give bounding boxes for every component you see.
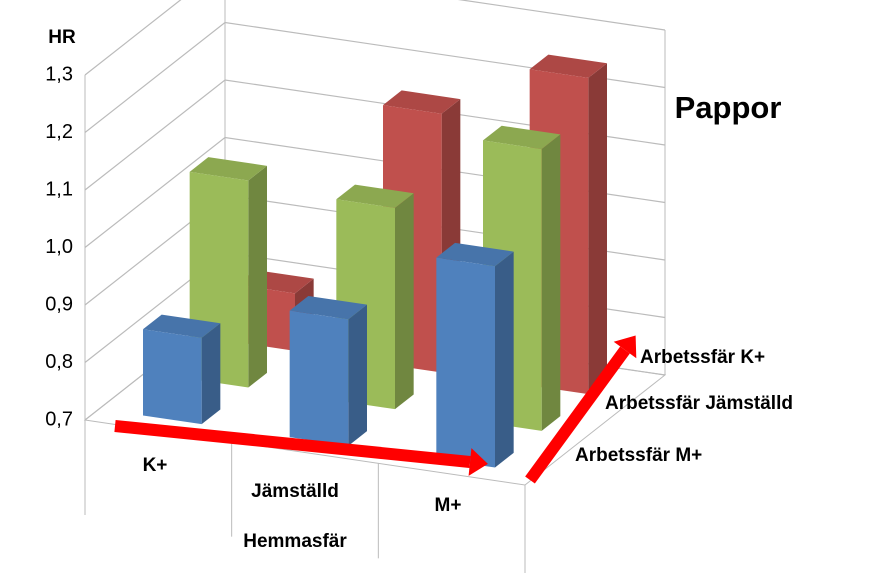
bar-side [248,165,267,388]
arrow-line [114,420,471,468]
bar-top [483,125,561,150]
grid-line [84,0,666,76]
chart-title: Pappor [675,90,782,125]
bar [289,296,367,446]
x-tick-label: Jämställd [251,481,339,502]
bar-front [289,310,349,446]
depth-label: Arbetssfär K+ [640,347,765,368]
x-tick-label: M+ [435,495,462,516]
bar-top [289,296,367,320]
arrow-line [525,346,630,484]
bar-side [201,323,221,425]
arrow-head [613,335,637,359]
x-tick-label: K+ [143,455,168,476]
y-tick-label: 1,2 [45,121,73,143]
depth-label: Arbetssfär Jämställd [605,393,793,414]
bar [436,242,514,468]
depth-label: Arbetssfär M+ [575,445,702,466]
bar-side [348,304,367,446]
bar-top [143,314,221,338]
bar-side [395,193,414,410]
y-tick-label: 0,9 [45,293,73,315]
bar-top [436,242,514,267]
bar-side [495,251,514,468]
bar [143,314,221,425]
bar-top [529,54,607,78]
y-tick-label: 0,8 [45,351,73,373]
x-axis-title: Hemmasfär [243,531,347,552]
y-tick-label: 0,7 [45,408,73,430]
bar-front [143,329,202,425]
bar-top [383,90,461,114]
y-axis-title: HR [48,27,76,48]
bar-front [436,257,495,468]
y-tick-label: 1,1 [45,178,73,200]
bar-top [189,157,267,181]
bar-top [336,184,414,208]
bar-side [541,134,561,431]
arrow-head [468,448,488,476]
bar-side [588,63,607,395]
y-tick-label: 1,0 [45,236,73,258]
bar [189,157,267,388]
y-tick-label: 1,3 [45,63,73,85]
